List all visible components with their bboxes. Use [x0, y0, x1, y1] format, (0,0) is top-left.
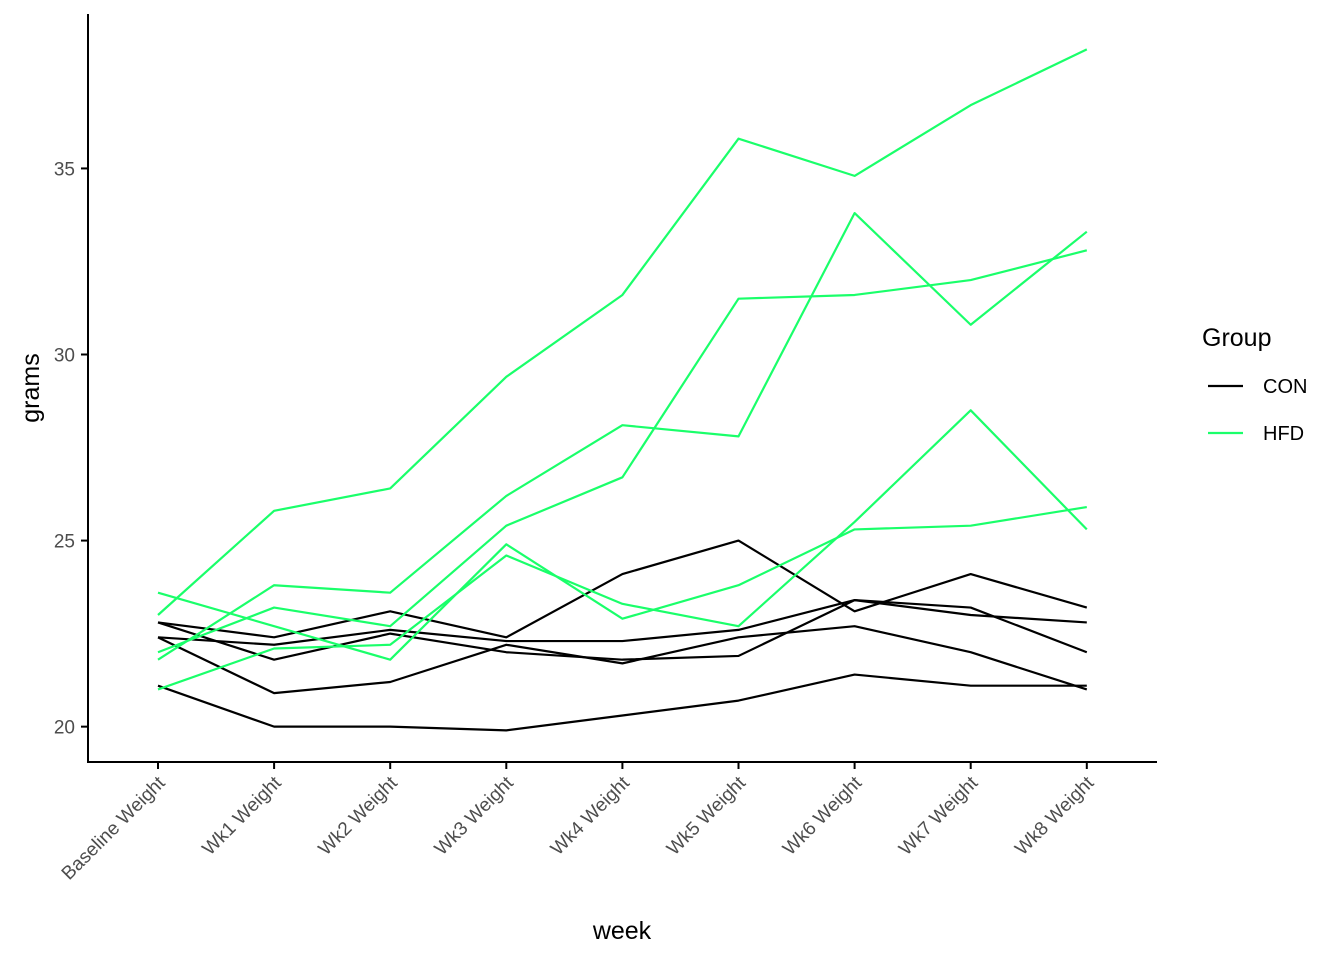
y-tick-label: 35	[54, 159, 75, 180]
legend-title: Group	[1202, 324, 1271, 352]
legend-label-con: CON	[1263, 376, 1307, 398]
series-line-con-5	[157, 673, 1087, 732]
legend: Group CON HFD	[1202, 324, 1307, 445]
y-axis-title: grams	[17, 353, 45, 422]
x-tick-label: Wk3 Weight	[431, 772, 519, 860]
series-line-hfd-10	[157, 505, 1087, 661]
x-tick-label: Wk7 Weight	[895, 772, 983, 860]
series-line-hfd-6	[157, 48, 1088, 616]
y-axis-ticks: 20 25 30 35	[54, 159, 88, 739]
series-line-con-2	[157, 599, 1088, 654]
x-tick-label: Wk6 Weight	[779, 772, 867, 860]
series-line-con-3	[157, 599, 1087, 661]
series-line-hfd-7	[157, 211, 1088, 661]
y-tick-label: 25	[54, 532, 75, 553]
x-axis-title: week	[592, 917, 652, 945]
x-tick-label: Wk1 Weight	[199, 772, 287, 860]
series-lines	[157, 48, 1088, 732]
legend-label-hfd: HFD	[1263, 423, 1304, 445]
x-tick-label: Wk5 Weight	[663, 772, 751, 860]
y-tick-label: 20	[54, 718, 75, 739]
x-tick-label: Wk2 Weight	[315, 772, 403, 860]
series-line-con-4	[157, 625, 1088, 695]
x-tick-label: Wk8 Weight	[1011, 772, 1099, 860]
x-tick-label: Baseline Weight	[58, 772, 170, 884]
y-tick-label: 30	[54, 346, 75, 367]
x-axis-ticks: Baseline Weight Wk1 Weight Wk2 Weight Wk3 W…	[58, 762, 1099, 884]
x-tick-label: Wk4 Weight	[547, 772, 635, 860]
series-line-hfd-9	[157, 409, 1088, 691]
series-line-hfd-8	[157, 249, 1088, 654]
series-line-con-1	[157, 539, 1088, 639]
